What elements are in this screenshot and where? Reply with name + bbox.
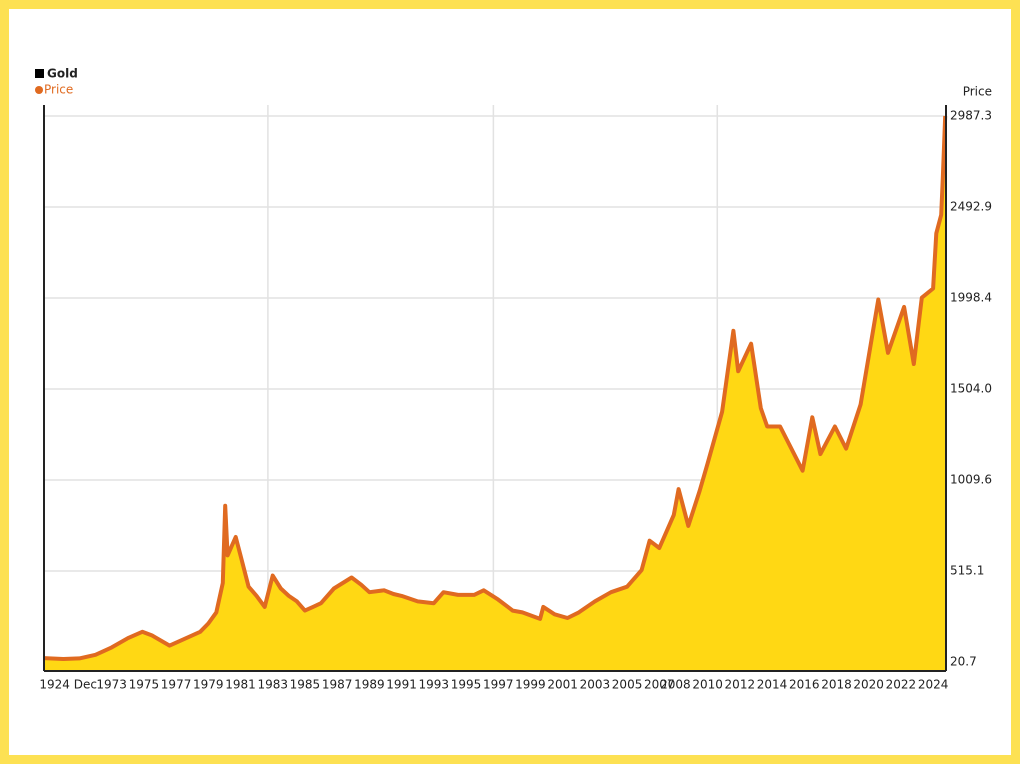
x-tick-label: 1985 xyxy=(290,678,321,692)
x-tick-label: 2016 xyxy=(789,678,820,692)
y-tick-label: 515.1 xyxy=(950,564,984,578)
x-tick-label: 2010 xyxy=(692,678,723,692)
x-tick-label: 1983 xyxy=(257,678,288,692)
line xyxy=(43,115,948,661)
x-tick-label: 1997 xyxy=(483,678,514,692)
x-tick-label: 2018 xyxy=(821,678,852,692)
y-tick-label: 20.7 xyxy=(950,654,977,668)
x-tick-label: 1993 xyxy=(419,678,450,692)
x-tick-label: 1999 xyxy=(515,678,546,692)
legend-dot xyxy=(35,86,43,94)
x-tick-label: 1979 xyxy=(193,678,224,692)
x-tick-label: 1995 xyxy=(451,678,482,692)
x-tick-label: 1981 xyxy=(225,678,256,692)
x-tick-label: 1987 xyxy=(322,678,353,692)
x-tick-label: 1924 Dec xyxy=(39,678,97,692)
x-tick-label: 1975 xyxy=(129,678,160,692)
x-tick-label: 2020 xyxy=(853,678,884,692)
legend-title: Gold xyxy=(47,67,78,81)
y-tick-label: 2492.9 xyxy=(950,199,992,213)
x-tick-label: 1991 xyxy=(386,678,417,692)
x-tick-label: 2022 xyxy=(886,678,917,692)
x-tick-label: 2003 xyxy=(580,678,611,692)
x-tick-label: 1973 xyxy=(96,678,127,692)
x-tick-label: 1977 xyxy=(161,678,192,692)
x-tick-label: 1989 xyxy=(354,678,385,692)
x-tick-label: 2008 xyxy=(660,678,691,692)
x-tick-label: 2012 xyxy=(725,678,756,692)
x-tick-label: 2005 xyxy=(612,678,643,692)
legend-square xyxy=(35,69,44,78)
x-tick-label: 2007 xyxy=(644,678,675,692)
x-tick-label: 2014 xyxy=(757,678,788,692)
y-tick-label: 2987.3 xyxy=(950,108,992,122)
y-tick-label: 1504.0 xyxy=(950,381,992,395)
area xyxy=(44,116,946,671)
legend-entry: Price xyxy=(44,83,73,97)
x-tick-label: 2001 xyxy=(547,678,578,692)
chart: Gold Price Price 20.7 515.1 1009.6 1504.0 19… xyxy=(35,67,992,692)
x-tick-label: 2024 xyxy=(918,678,949,692)
y-tick-label: 1009.6 xyxy=(950,472,992,486)
y-axis-label: Price xyxy=(963,85,992,99)
y-tick-label: 1998.4 xyxy=(950,290,992,304)
